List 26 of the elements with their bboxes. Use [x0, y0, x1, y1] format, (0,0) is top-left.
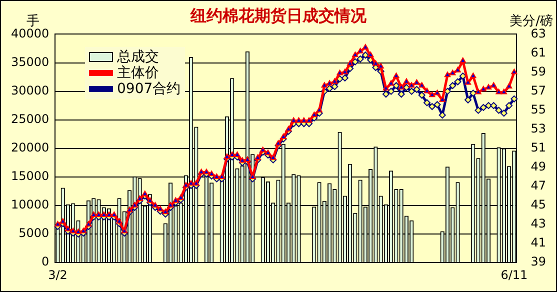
y2-tick-label: 49 [530, 160, 546, 174]
y-tick-label: 15000 [10, 169, 50, 184]
y-tick-label: 30000 [10, 83, 50, 98]
y2-tick-label: 55 [530, 102, 546, 116]
y2-tick-label: 47 [530, 178, 546, 193]
y-tick-label: 5000 [18, 226, 50, 240]
y2-tick-label: 61 [530, 45, 546, 60]
y2-tick-label: 57 [530, 83, 546, 98]
y-tick-label: 20000 [10, 140, 50, 155]
x-tick-label: 6/11 [500, 268, 528, 282]
y2-tick-label: 39 [530, 254, 546, 269]
y2-tick-label: 43 [530, 216, 546, 231]
y2-tick-label: 51 [530, 140, 546, 155]
y-tick-label: 10000 [10, 198, 50, 212]
y-tick-label: 0 [42, 254, 50, 269]
x-tick-label: 3/2 [48, 268, 68, 282]
y-tick-label: 35000 [10, 54, 50, 69]
y2-tick-label: 45 [530, 198, 546, 212]
y2-tick-label: 59 [530, 64, 546, 78]
y-tick-label: 25000 [10, 112, 50, 126]
legend-label: 主体价 [117, 65, 159, 81]
chart-title: 纽约棉花期货日成交情况 [190, 6, 368, 25]
legend-label: 0907合约 [117, 81, 181, 97]
y2-tick-label: 41 [530, 236, 546, 250]
legend-label: 总成交 [117, 49, 159, 65]
y2-tick-label: 53 [530, 121, 546, 136]
